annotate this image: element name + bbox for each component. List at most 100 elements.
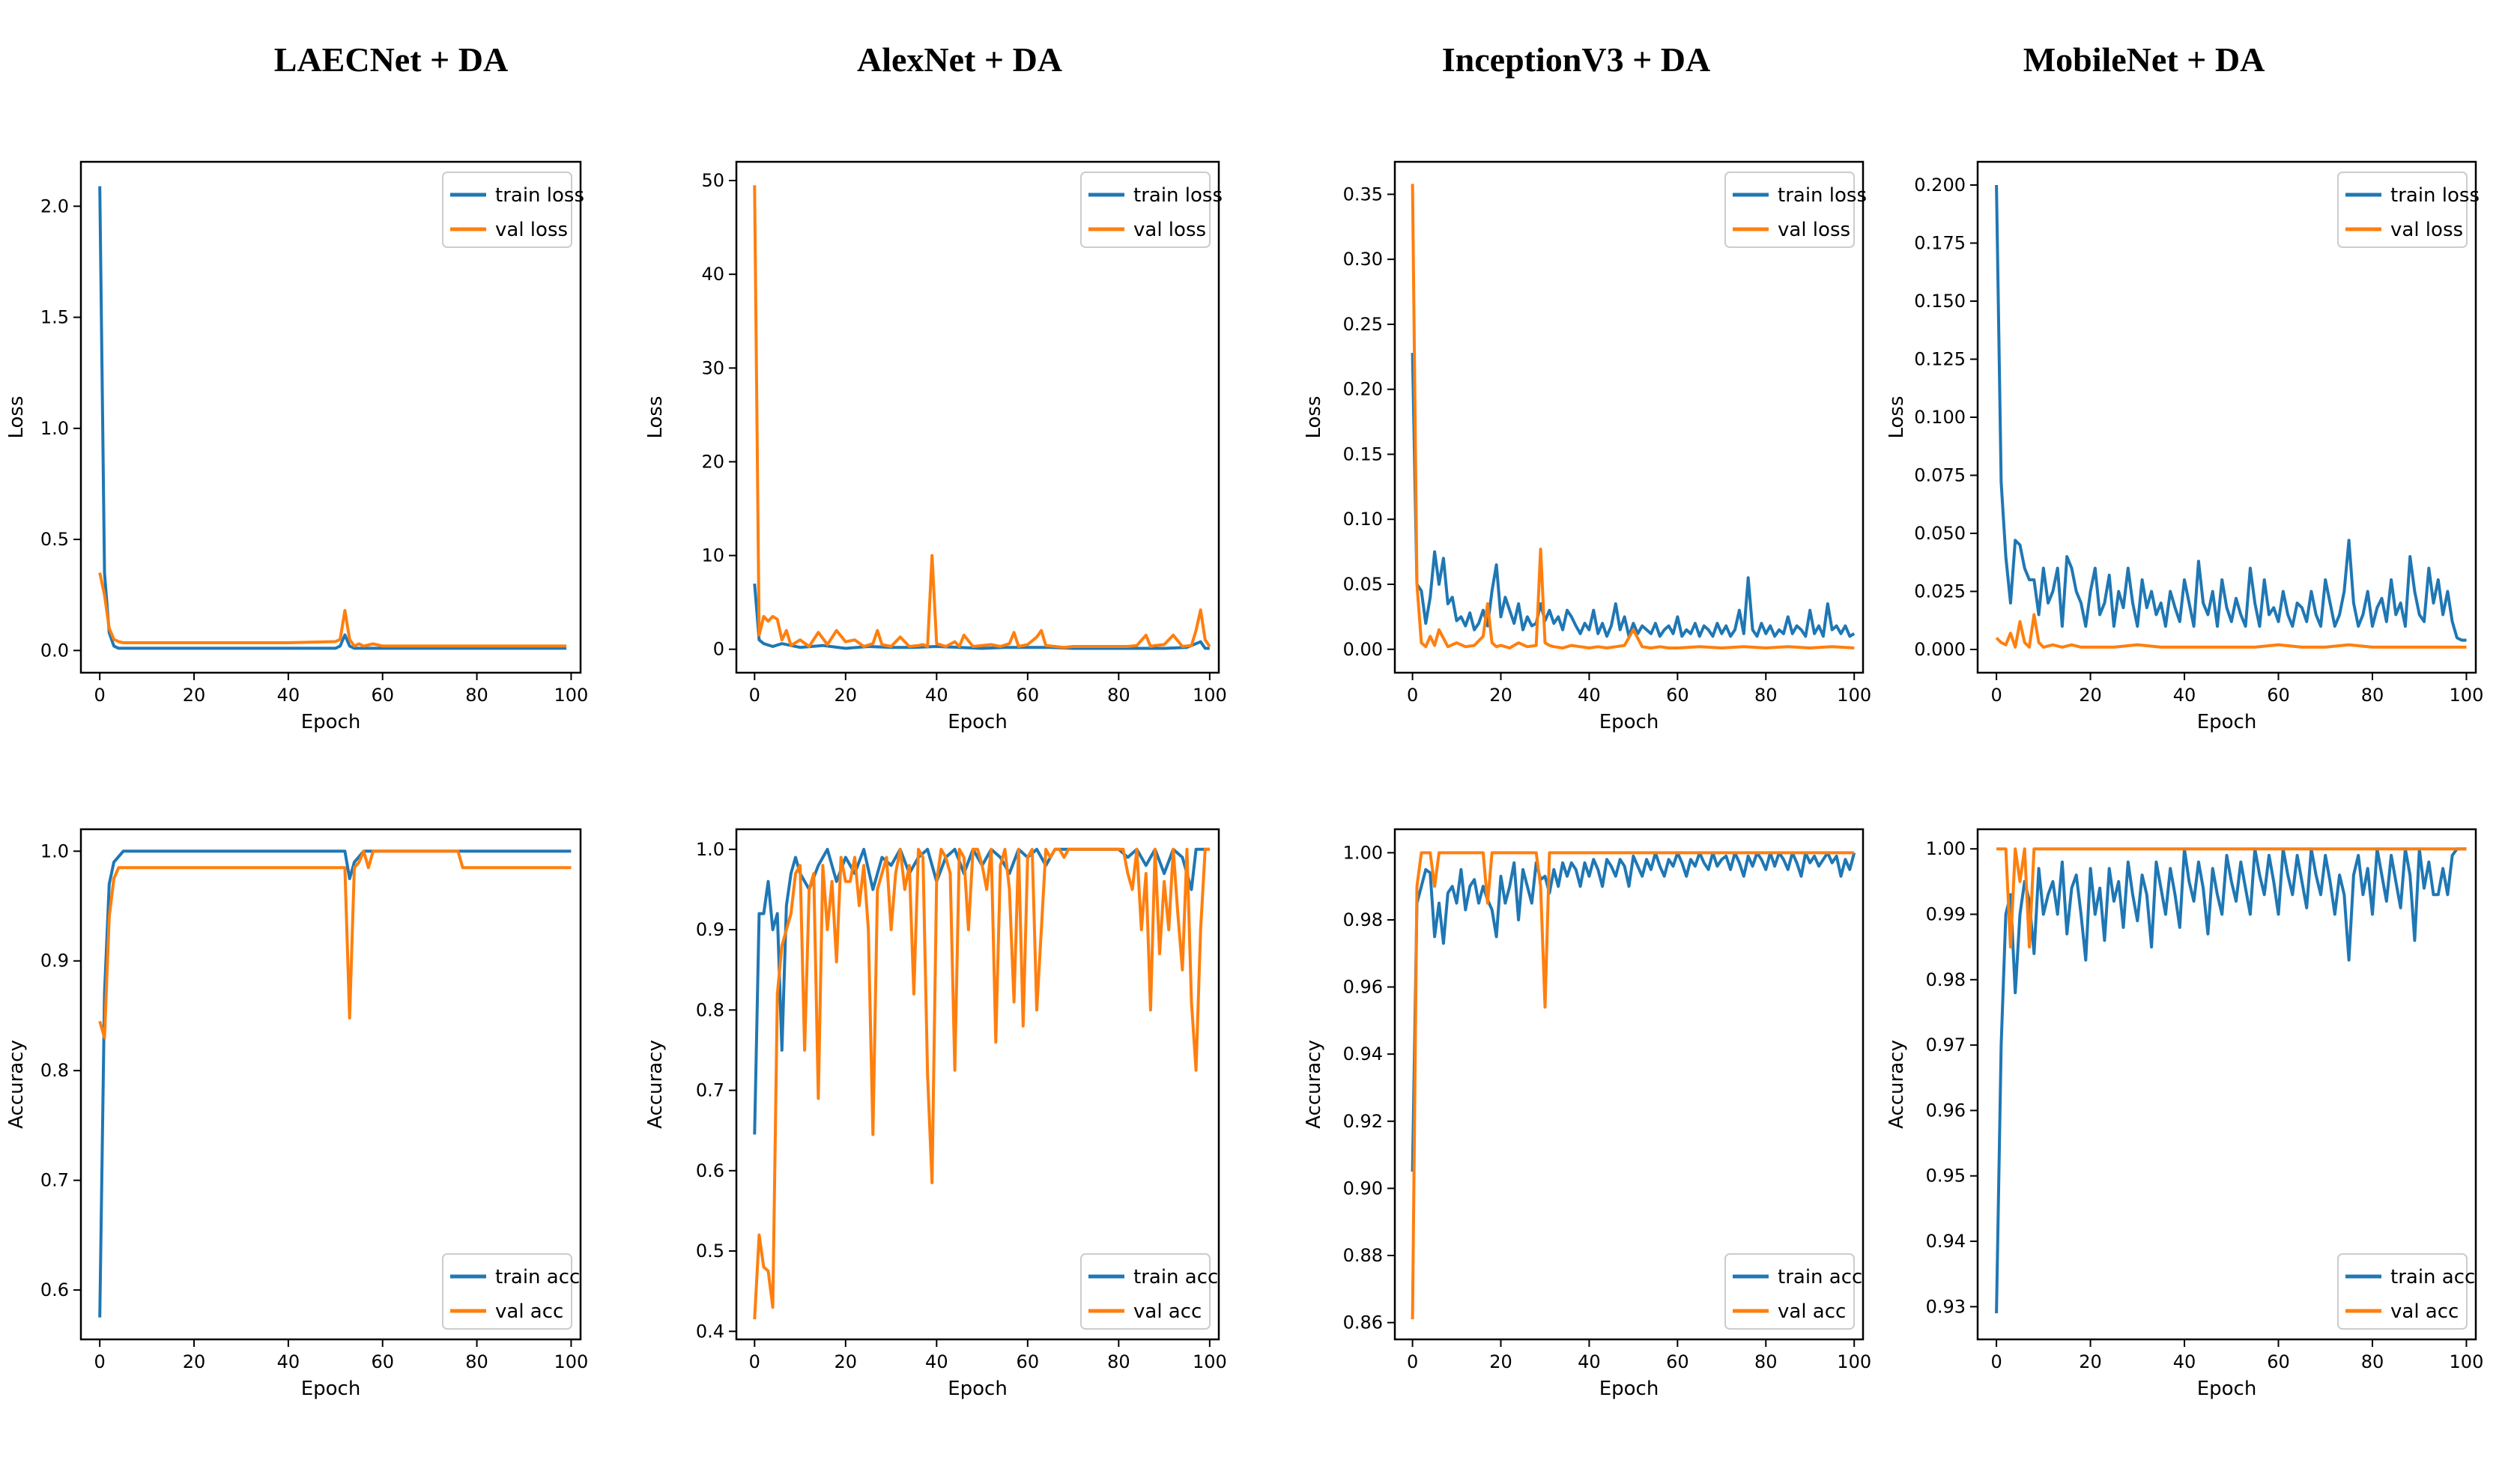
x-tick-label: 0: [1407, 1351, 1418, 1372]
legend: train loss val loss: [2337, 172, 2480, 248]
y-tick-label: 50: [701, 170, 724, 191]
x-tick-label: 40: [2173, 1351, 2196, 1372]
x-tick-label: 20: [183, 685, 206, 706]
y-tick-label: 10: [701, 545, 724, 566]
chart-panel: 0 20 40 60 80 100 0.86 0.88 0.90 0.92 0.94 0.96 0.98…: [1303, 828, 1871, 1400]
x-tick-label: 100: [1193, 685, 1227, 706]
x-tick-label: 40: [925, 1351, 948, 1372]
y-tick-label: 0.025: [1914, 581, 1966, 602]
y-tick-label: 0.92: [1343, 1111, 1383, 1132]
train-series-line: [1995, 847, 2467, 1314]
chart-panel: 0 20 40 60 80 100 0.6 0.7 0.8 0.9 1.0 Epoch Accuracy…: [5, 828, 588, 1400]
x-axis-label: Epoch: [301, 711, 361, 733]
x-tick-label: 100: [1193, 1351, 1227, 1372]
y-tick-label: 1.0: [40, 418, 69, 439]
axes-frame: [1393, 828, 1865, 1341]
legend-label: val acc: [495, 1300, 563, 1323]
legend-label: val acc: [1133, 1300, 1202, 1323]
legend-label: train loss: [1133, 184, 1223, 207]
y-tick-label: 0.90: [1343, 1178, 1383, 1199]
x-tick-label: 20: [1489, 1351, 1512, 1372]
y-tick-label: 0.7: [696, 1080, 724, 1101]
x-tick-label: 40: [1578, 685, 1601, 706]
chart-panel: 0 20 40 60 80 100 0.4 0.5 0.6 0.7 0.8 0.9 1.0 Epoch Ac…: [644, 828, 1227, 1400]
val-series-line: [98, 572, 567, 648]
x-axis-label: Epoch: [2197, 711, 2257, 733]
x-tick-label: 0: [749, 1351, 760, 1372]
train-series-line: [1411, 851, 1856, 1172]
y-tick-label: 0.8: [696, 999, 724, 1020]
x-tick-label: 0: [94, 685, 106, 706]
y-tick-label: 0.200: [1914, 175, 1966, 196]
chart-panel: 0 20 40 60 80 100 0.000 0.025 0.050 0.075 0.100 0.1…: [1886, 160, 2484, 733]
chart-title: InceptionV3 + DA: [1442, 40, 1710, 79]
y-tick-label: 0: [713, 639, 724, 660]
val-series-line: [1411, 851, 1855, 1320]
legend: train loss val loss: [442, 172, 584, 248]
x-tick-label: 60: [2267, 685, 2290, 706]
y-tick-label: 0.95: [1926, 1166, 1966, 1187]
y-tick-label: 0.97: [1926, 1035, 1966, 1055]
y-tick-label: 1.0: [40, 840, 69, 861]
y-tick-label: 1.5: [40, 307, 69, 328]
legend-label: train acc: [1778, 1266, 1862, 1288]
legend-label: train loss: [1778, 184, 1867, 207]
x-axis-label: Epoch: [948, 711, 1008, 733]
legend: train acc val acc: [442, 1253, 580, 1330]
y-axis-label: Loss: [5, 396, 28, 438]
legend-label: val acc: [1778, 1300, 1846, 1323]
y-tick-label: 0.150: [1914, 291, 1966, 312]
x-tick-label: 60: [1017, 1351, 1040, 1372]
x-axis-label: Epoch: [301, 1378, 361, 1400]
x-tick-label: 100: [1837, 1351, 1871, 1372]
x-tick-label: 40: [277, 685, 300, 706]
x-tick-label: 20: [183, 1351, 206, 1372]
y-tick-label: 30: [701, 357, 724, 378]
y-axis-label: Loss: [644, 396, 667, 438]
x-tick-label: 60: [1666, 685, 1689, 706]
y-tick-label: 0.10: [1343, 509, 1383, 530]
x-tick-label: 100: [2450, 685, 2484, 706]
legend: train loss val loss: [1080, 172, 1223, 248]
legend-label: val loss: [495, 219, 568, 241]
y-tick-label: 0.96: [1343, 977, 1383, 998]
x-axis-label: Epoch: [2197, 1378, 2257, 1400]
y-tick-label: 0.9: [40, 951, 69, 972]
legend-label: val acc: [2390, 1300, 2459, 1323]
legend-label: val loss: [1778, 219, 1850, 241]
y-tick-label: 0.9: [696, 919, 724, 940]
y-tick-label: 0.00: [1343, 639, 1383, 660]
x-tick-label: 0: [1990, 685, 2002, 706]
legend-label: train acc: [495, 1266, 580, 1288]
y-axis-label: Accuracy: [5, 1040, 28, 1129]
axes-frame: [1976, 828, 2477, 1341]
chart-title: AlexNet + DA: [857, 40, 1062, 79]
x-axis-label: Epoch: [948, 1378, 1008, 1400]
val-series-line: [1995, 613, 2467, 649]
y-tick-label: 0.94: [1343, 1043, 1383, 1064]
y-tick-label: 0.5: [40, 529, 69, 550]
y-tick-label: 0.6: [696, 1160, 724, 1181]
y-tick-label: 0.25: [1343, 314, 1383, 335]
y-tick-label: 0.94: [1926, 1231, 1966, 1252]
legend-label: train loss: [2390, 184, 2480, 207]
x-tick-label: 40: [2173, 685, 2196, 706]
val-series-line: [753, 185, 1211, 649]
chart-title: LAECNet + DA: [274, 40, 508, 79]
y-tick-label: 0.125: [1914, 349, 1966, 370]
x-axis-label: Epoch: [1599, 1378, 1659, 1400]
legend-label: train acc: [1133, 1266, 1218, 1288]
x-tick-label: 80: [1107, 685, 1130, 706]
val-series-line: [753, 847, 1210, 1320]
chart-panel: 0 20 40 60 80 100 0.00 0.05 0.10 0.15 0.20 0.25 0.30…: [1303, 160, 1871, 733]
x-tick-label: 20: [835, 1351, 858, 1372]
y-axis-label: Accuracy: [1303, 1040, 1325, 1129]
y-tick-label: 0.8: [40, 1060, 69, 1081]
y-axis-label: Loss: [1886, 396, 1908, 438]
train-series-line: [753, 583, 1210, 650]
x-tick-label: 80: [2361, 1351, 2384, 1372]
x-tick-label: 60: [371, 685, 394, 706]
legend-label: val loss: [2390, 219, 2463, 241]
chart-panel: 0 20 40 60 80 100 0 10 20 30 40 50 Epoch Loss train lo…: [644, 160, 1227, 733]
